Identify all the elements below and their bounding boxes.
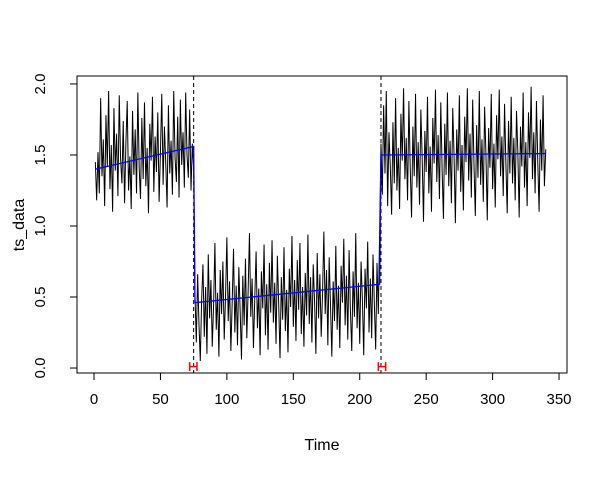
fitted-trend-line bbox=[95, 145, 546, 304]
y-axis-tick-label: 2.0 bbox=[32, 74, 49, 95]
x-axis-tick-label: 250 bbox=[414, 391, 439, 408]
x-axis-tick-label: 350 bbox=[547, 391, 572, 408]
plot-area: 0 50 100 150 200 250 300 350 0.0 0.5 1.0 1.5 2.0 bbox=[32, 74, 572, 408]
ts-data-series-line bbox=[94, 86, 547, 361]
x-axis-tick-label: 0 bbox=[90, 391, 98, 408]
x-axis-tick-label: 100 bbox=[214, 391, 239, 408]
y-axis-tick-label: 1.0 bbox=[32, 216, 49, 237]
plot-border bbox=[76, 75, 568, 374]
x-axis-tick-label: 300 bbox=[480, 391, 505, 408]
y-axis-tick-label: 0.5 bbox=[32, 287, 49, 308]
x-axis-tick-label: 50 bbox=[152, 391, 169, 408]
y-axis-title: ts_data bbox=[11, 199, 28, 252]
y-axis-tick-label: 0.0 bbox=[32, 358, 49, 379]
x-axis-tick-label: 150 bbox=[281, 391, 306, 408]
x-axis-title: Time bbox=[305, 437, 340, 454]
y-axis-tick-label: 1.5 bbox=[32, 145, 49, 166]
x-axis-tick-label: 200 bbox=[347, 391, 372, 408]
